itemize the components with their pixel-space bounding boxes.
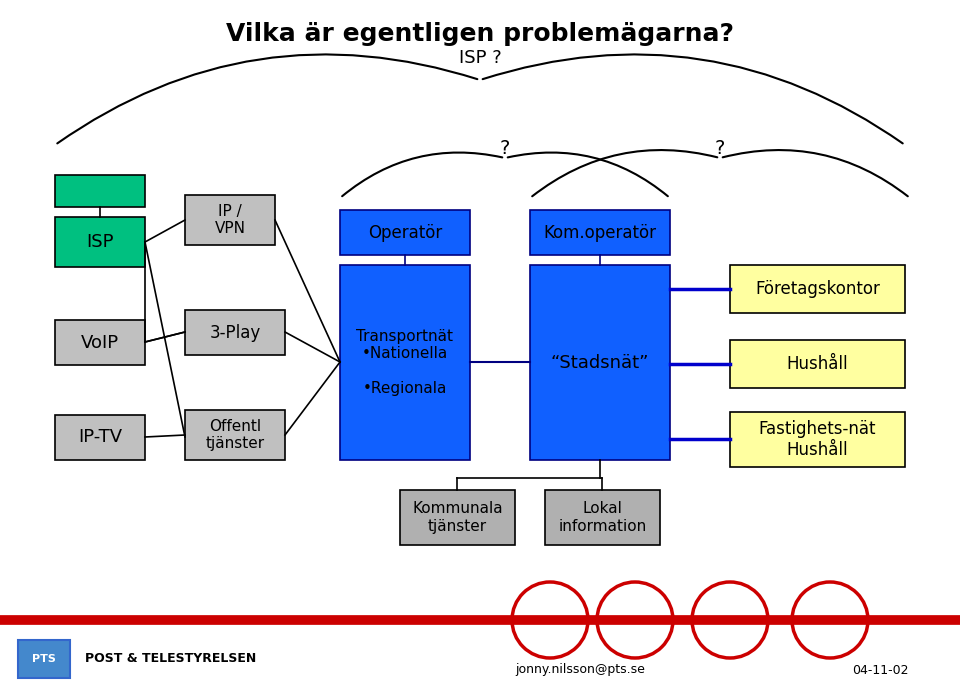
Text: ?: ? — [500, 138, 510, 158]
FancyBboxPatch shape — [400, 490, 515, 545]
Text: 04-11-02: 04-11-02 — [852, 664, 908, 677]
Text: Offentl
tjänster: Offentl tjänster — [205, 419, 265, 451]
Text: ISP ?: ISP ? — [459, 49, 501, 67]
FancyBboxPatch shape — [730, 340, 905, 388]
Text: Fastighets-nät
Hushåll: Fastighets-nät Hushåll — [758, 420, 876, 459]
Text: VoIP: VoIP — [81, 333, 119, 351]
Text: “Stadsnät”: “Stadsnät” — [551, 353, 649, 371]
Text: PTS: PTS — [32, 654, 56, 664]
Text: jonny.nilsson@pts.se: jonny.nilsson@pts.se — [516, 664, 645, 677]
Text: Transportnät
•Nationella

•Regionala: Transportnät •Nationella •Regionala — [356, 329, 453, 396]
FancyBboxPatch shape — [340, 265, 470, 460]
Text: POST & TELESTYRELSEN: POST & TELESTYRELSEN — [85, 652, 256, 666]
FancyBboxPatch shape — [730, 265, 905, 313]
Text: Företagskontor: Företagskontor — [756, 280, 880, 298]
Text: Kom.operatör: Kom.operatör — [543, 223, 657, 242]
FancyBboxPatch shape — [730, 412, 905, 467]
FancyBboxPatch shape — [18, 640, 70, 678]
Text: IP-TV: IP-TV — [78, 429, 122, 446]
FancyBboxPatch shape — [55, 175, 145, 207]
FancyBboxPatch shape — [55, 217, 145, 267]
Text: Vilka är egentligen problemägarna?: Vilka är egentligen problemägarna? — [226, 22, 734, 46]
Text: ?: ? — [715, 138, 725, 158]
Text: Kommunala
tjänster: Kommunala tjänster — [412, 502, 503, 534]
FancyBboxPatch shape — [55, 320, 145, 365]
FancyBboxPatch shape — [55, 415, 145, 460]
Text: Hushåll: Hushåll — [786, 355, 849, 373]
FancyBboxPatch shape — [185, 310, 285, 355]
FancyBboxPatch shape — [545, 490, 660, 545]
FancyBboxPatch shape — [530, 265, 670, 460]
Text: IP /
VPN: IP / VPN — [214, 204, 246, 236]
Text: Lokal
information: Lokal information — [559, 502, 647, 534]
FancyBboxPatch shape — [340, 210, 470, 255]
Text: ISP: ISP — [86, 233, 113, 251]
FancyBboxPatch shape — [185, 410, 285, 460]
Text: Operatör: Operatör — [368, 223, 443, 242]
Text: 3-Play: 3-Play — [209, 324, 260, 342]
FancyBboxPatch shape — [530, 210, 670, 255]
FancyBboxPatch shape — [185, 195, 275, 245]
